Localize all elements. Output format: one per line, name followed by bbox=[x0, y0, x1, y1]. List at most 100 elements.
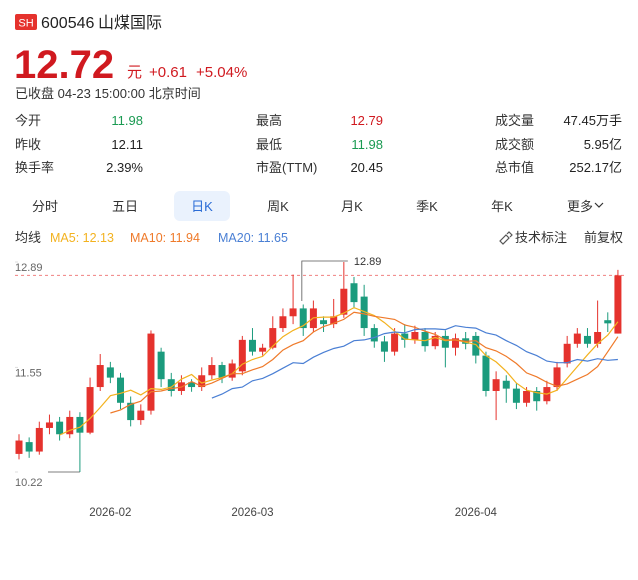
stat-value: 5.95亿 bbox=[584, 137, 622, 152]
tab[interactable]: 年K bbox=[491, 199, 513, 214]
candle-body bbox=[279, 316, 287, 329]
status: 已收盘 04-23 15:00:00 北京时间 bbox=[15, 86, 201, 101]
ma-line bbox=[110, 311, 619, 414]
candle-body bbox=[157, 351, 165, 380]
candle-body bbox=[117, 377, 125, 403]
exchange: SH bbox=[18, 18, 33, 30]
max-label: 12.89 bbox=[354, 256, 382, 268]
x-tick-label: 2026-02 bbox=[89, 507, 131, 519]
candle-body bbox=[238, 339, 246, 372]
candle-body bbox=[330, 316, 338, 325]
candle-body bbox=[523, 390, 531, 403]
x-tick-label: 2026-03 bbox=[231, 507, 273, 519]
candle-body bbox=[106, 367, 114, 378]
candle-body bbox=[198, 375, 206, 388]
change: +0.61 bbox=[149, 64, 187, 81]
y-tick-label: 11.55 bbox=[15, 367, 42, 379]
candle-body bbox=[66, 416, 74, 435]
tab[interactable]: 更多 bbox=[567, 199, 593, 214]
stat-label: 成交量 bbox=[495, 113, 534, 128]
tab[interactable]: 周K bbox=[267, 199, 289, 214]
candle-body bbox=[259, 347, 267, 352]
stat-value: 252.17亿 bbox=[569, 160, 622, 175]
tool[interactable]: 前复权 bbox=[584, 230, 623, 245]
tool-icon bbox=[499, 231, 513, 245]
exchange-badge bbox=[15, 14, 37, 30]
price: 12.72 bbox=[14, 43, 114, 87]
candle-body bbox=[411, 332, 419, 340]
candle-body bbox=[56, 421, 64, 435]
stat-label: 换手率 bbox=[15, 160, 54, 175]
candle-body bbox=[370, 328, 378, 342]
legend-entry: MA20: 11.65 bbox=[218, 231, 288, 245]
tab[interactable]: 日K bbox=[191, 199, 213, 214]
candle-body bbox=[147, 333, 155, 411]
ma-line bbox=[211, 325, 618, 399]
candle-body bbox=[421, 332, 429, 347]
stat-value: 47.45万手 bbox=[563, 113, 622, 128]
y-tick-label: 10.22 bbox=[15, 477, 43, 489]
candle-body bbox=[76, 416, 84, 433]
stat-label: 昨收 bbox=[15, 137, 41, 152]
tabs: 分时 五日 日K 周K 月K 季K 年K 更多 bbox=[32, 191, 604, 221]
stat-value: 12.11 bbox=[111, 137, 143, 152]
candle-body bbox=[45, 422, 53, 428]
stat-value: 12.79 bbox=[350, 113, 383, 128]
change-pct: +5.04% bbox=[196, 64, 247, 81]
candle-body bbox=[269, 328, 277, 348]
stat-label: 市盈(TTM) bbox=[256, 160, 317, 175]
tab[interactable]: 分时 bbox=[32, 199, 58, 214]
candle-body bbox=[452, 338, 460, 348]
candle-body bbox=[289, 308, 297, 317]
candle-body bbox=[340, 288, 348, 315]
candle-body bbox=[96, 365, 104, 388]
stat-label: 总市值 bbox=[495, 160, 534, 175]
max-leader bbox=[301, 260, 348, 301]
candle-body bbox=[583, 335, 591, 344]
candle-body bbox=[35, 427, 43, 452]
tool[interactable]: 技术标注 bbox=[515, 230, 567, 245]
stat-value: 11.98 bbox=[351, 137, 383, 152]
candle-body bbox=[502, 380, 510, 389]
chevron bbox=[594, 202, 604, 208]
tab[interactable]: 月K bbox=[341, 199, 363, 214]
x-tick-label: 2026-04 bbox=[455, 507, 498, 519]
tab-active-bg bbox=[174, 191, 230, 221]
tab[interactable]: 季K bbox=[416, 199, 438, 214]
candle-body bbox=[137, 410, 145, 421]
price-unit: 元 bbox=[127, 64, 142, 81]
candle-body bbox=[533, 390, 541, 402]
kline-chart: 12.89 11.55 10.22 12.89 2026-02 2026-03 2026-0… bbox=[15, 256, 625, 519]
candle-body bbox=[360, 296, 368, 329]
candle-body bbox=[320, 320, 328, 325]
candle-body bbox=[208, 365, 216, 376]
candle-body bbox=[492, 379, 500, 391]
candle-body bbox=[350, 283, 358, 303]
candle-body bbox=[127, 402, 135, 421]
candle-body bbox=[512, 388, 520, 403]
brush-icon bbox=[499, 231, 513, 245]
stat-label: 成交额 bbox=[495, 137, 534, 152]
candle-body bbox=[391, 333, 399, 352]
legend: MA5: 12.13 MA10: 11.94 MA20: 11.65 bbox=[50, 231, 288, 245]
candle-body bbox=[614, 275, 622, 334]
stat-label: 最高 bbox=[256, 113, 282, 128]
stat-value: 11.98 bbox=[111, 113, 143, 128]
candle-body bbox=[594, 332, 602, 344]
y-tick-label: 12.89 bbox=[15, 262, 43, 274]
ma-line bbox=[59, 306, 619, 436]
tab[interactable]: 五日 bbox=[112, 199, 138, 214]
candle-body bbox=[441, 335, 449, 348]
candle-body bbox=[431, 335, 439, 347]
candle-body bbox=[482, 355, 490, 391]
stat-label: 今开 bbox=[15, 113, 41, 128]
stock-code: 600546 bbox=[41, 15, 94, 32]
candle-body bbox=[380, 341, 388, 352]
candle-body bbox=[573, 333, 581, 344]
candle-body bbox=[299, 308, 307, 329]
stat-label: 最低 bbox=[256, 137, 282, 152]
ma-title: 均线 bbox=[15, 230, 41, 245]
